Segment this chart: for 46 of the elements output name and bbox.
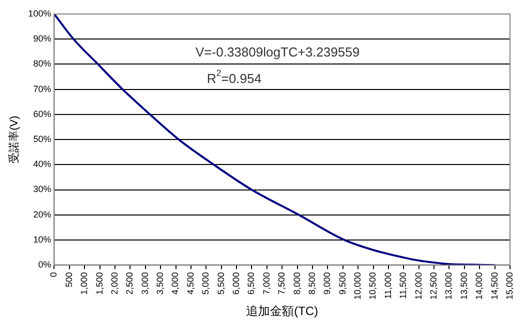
y-tick-label: 10% bbox=[33, 234, 52, 244]
x-tick-label: 5,000 bbox=[200, 272, 211, 295]
x-tick-label: 15,000 bbox=[504, 272, 514, 300]
x-tick-label: 14,500 bbox=[489, 272, 500, 300]
x-tick-label: 500 bbox=[64, 272, 74, 288]
y-tick-label: 40% bbox=[33, 159, 52, 170]
x-tick-label: 14,000 bbox=[474, 272, 484, 300]
x-tick-label: 4,000 bbox=[170, 272, 180, 295]
x-tick-label: 8,000 bbox=[292, 272, 302, 295]
y-tick-label: 80% bbox=[33, 58, 52, 69]
y-tick-label: 100% bbox=[28, 8, 52, 18]
x-tick-label: 11,500 bbox=[398, 272, 408, 299]
y-axis-title: 受諾率(V) bbox=[8, 116, 21, 164]
x-tick-label: 3,000 bbox=[140, 272, 150, 295]
x-tick-label: 7,500 bbox=[276, 272, 287, 295]
y-tick-label: 30% bbox=[33, 184, 52, 194]
x-tick-label: 2,000 bbox=[109, 272, 120, 295]
x-tick-label: 9,000 bbox=[322, 272, 332, 295]
x-tick-label: 4,500 bbox=[185, 272, 196, 295]
x-tick-label: 1,500 bbox=[94, 272, 104, 295]
x-tick-label: 8,500 bbox=[306, 272, 317, 295]
x-tick-label: 5,500 bbox=[216, 272, 226, 295]
y-tick-label: 60% bbox=[33, 108, 52, 119]
y-tick-label: 0% bbox=[38, 260, 52, 270]
x-tick-label: 7,000 bbox=[261, 272, 272, 295]
x-tick-label: 12,000 bbox=[413, 272, 424, 300]
line-series bbox=[54, 14, 496, 266]
x-tick-label: 2,500 bbox=[124, 272, 135, 295]
x-tick-label: 3,500 bbox=[155, 272, 166, 295]
x-tick-label: 12,500 bbox=[428, 272, 439, 300]
x-axis-title: 追加金額(TC) bbox=[246, 304, 318, 318]
x-tick-label: 10,000 bbox=[352, 272, 363, 300]
x-tick-label: 13,000 bbox=[444, 272, 454, 300]
annotation: V=-0.33809logTC+3.239559 bbox=[196, 44, 360, 60]
y-tick-label: 50% bbox=[33, 134, 52, 144]
x-tick-label: 0 bbox=[48, 272, 59, 278]
x-tick-label: 6,500 bbox=[246, 272, 256, 295]
y-tick-label: 20% bbox=[33, 209, 52, 220]
x-tick-label: 1,000 bbox=[79, 272, 90, 295]
x-tick-label: 10,500 bbox=[368, 272, 378, 300]
x-tick-label: 13,500 bbox=[458, 272, 469, 300]
y-tick-label: 90% bbox=[33, 34, 52, 44]
x-tick-label: 11,000 bbox=[382, 272, 393, 299]
y-tick-label: 70% bbox=[33, 84, 52, 94]
x-tick-label: 9,500 bbox=[337, 272, 348, 295]
x-tick-label: 6,000 bbox=[231, 272, 242, 295]
